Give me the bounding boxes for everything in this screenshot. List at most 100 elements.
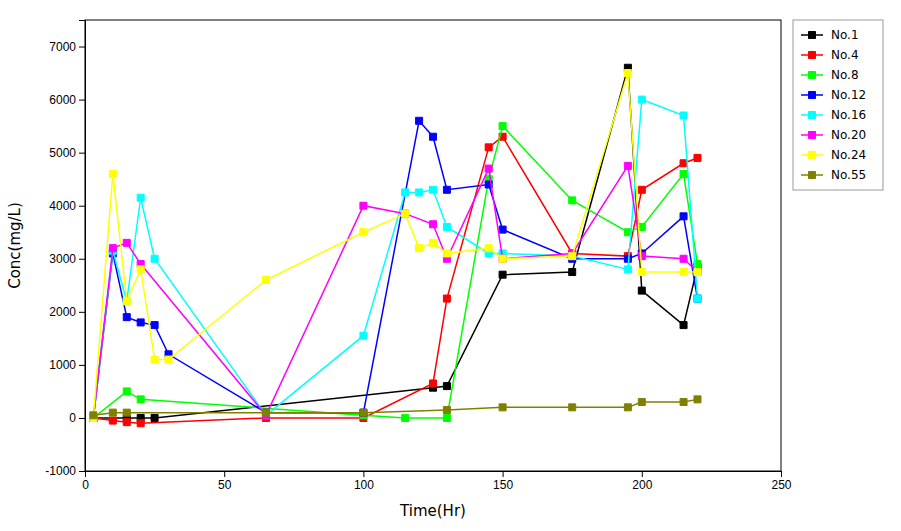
marker [360, 409, 367, 416]
series-line [93, 399, 697, 415]
plot-frame [85, 20, 781, 471]
marker [680, 269, 687, 276]
marker [123, 239, 130, 246]
legend-item: No.8 [801, 68, 859, 82]
marker [123, 314, 130, 321]
marker [262, 409, 269, 416]
legend-item: No.16 [801, 108, 866, 122]
marker [680, 399, 687, 406]
marker [90, 412, 97, 419]
y-axis: -100001000200030004000500060007000 [45, 21, 85, 479]
marker [137, 266, 144, 273]
marker [638, 96, 645, 103]
marker [360, 332, 367, 339]
marker [430, 133, 437, 140]
marker [137, 194, 144, 201]
tick: 7000 [49, 40, 85, 54]
tick-label: 100 [354, 478, 374, 492]
tick: 6000 [49, 93, 85, 107]
marker [638, 287, 645, 294]
marker [262, 276, 269, 283]
y-axis-title: Conc(mg/L) [6, 202, 24, 289]
series-line [93, 121, 697, 418]
tick-mark [79, 471, 85, 472]
legend-frame [793, 20, 883, 190]
legend-label: No.1 [831, 28, 859, 42]
tick: 4000 [49, 199, 85, 213]
marker [569, 269, 576, 276]
marker [485, 165, 492, 172]
series-line [93, 73, 697, 418]
legend-marker [809, 112, 816, 119]
marker [402, 414, 409, 421]
marker [443, 383, 450, 390]
x-axis: 050100150200250 [82, 471, 792, 492]
legend-label: No.55 [831, 168, 866, 182]
plot: 050100150200250-100001000200030004000500… [45, 20, 792, 492]
tick-label: 250 [771, 478, 791, 492]
series [90, 396, 701, 419]
marker [443, 295, 450, 302]
marker [360, 409, 367, 416]
tick-label: 6000 [49, 93, 76, 107]
marker [443, 250, 450, 257]
legend-label: No.20 [831, 128, 866, 142]
marker [402, 210, 409, 217]
legend-item: No.20 [801, 128, 866, 142]
marker [499, 404, 506, 411]
tick: 5000 [49, 146, 85, 160]
tick-mark [79, 47, 85, 48]
marker [109, 417, 116, 424]
marker [151, 322, 158, 329]
marker [638, 186, 645, 193]
series-line [93, 166, 697, 418]
data-area [90, 64, 701, 426]
marker [151, 414, 158, 421]
marker [569, 404, 576, 411]
marker [694, 269, 701, 276]
marker [123, 298, 130, 305]
legend-marker [809, 172, 816, 179]
marker [416, 245, 423, 252]
tick-mark [79, 153, 85, 154]
tick-label: 1000 [49, 358, 76, 372]
tick-mark [781, 471, 782, 477]
marker [694, 295, 701, 302]
series [90, 70, 701, 422]
marker [624, 162, 631, 169]
tick-label: 200 [632, 478, 652, 492]
marker [680, 255, 687, 262]
tick-label: 4000 [49, 199, 76, 213]
marker [624, 266, 631, 273]
marker [430, 221, 437, 228]
tick-label: 150 [493, 478, 513, 492]
marker [443, 186, 450, 193]
legend-label: No.4 [831, 48, 859, 62]
tick: 200 [632, 471, 652, 492]
tick-label: 7000 [49, 40, 76, 54]
marker [165, 356, 172, 363]
marker [262, 409, 269, 416]
marker [680, 160, 687, 167]
series-line [93, 100, 697, 418]
tick-mark [79, 100, 85, 101]
marker [402, 210, 409, 217]
marker [443, 414, 450, 421]
series [90, 162, 701, 421]
legend-marker [809, 52, 816, 59]
marker [638, 399, 645, 406]
marker [151, 356, 158, 363]
tick: -1000 [45, 464, 85, 478]
tick-label: 0 [82, 478, 89, 492]
marker [402, 189, 409, 196]
tick: 0 [82, 471, 89, 492]
tick-mark [79, 259, 85, 260]
series-line [93, 68, 697, 418]
marker [694, 154, 701, 161]
marker [569, 197, 576, 204]
tick-mark [363, 471, 364, 477]
tick-label: 0 [69, 411, 76, 425]
tick-label: 2000 [49, 305, 76, 319]
marker [694, 295, 701, 302]
tick-mark [224, 471, 225, 477]
